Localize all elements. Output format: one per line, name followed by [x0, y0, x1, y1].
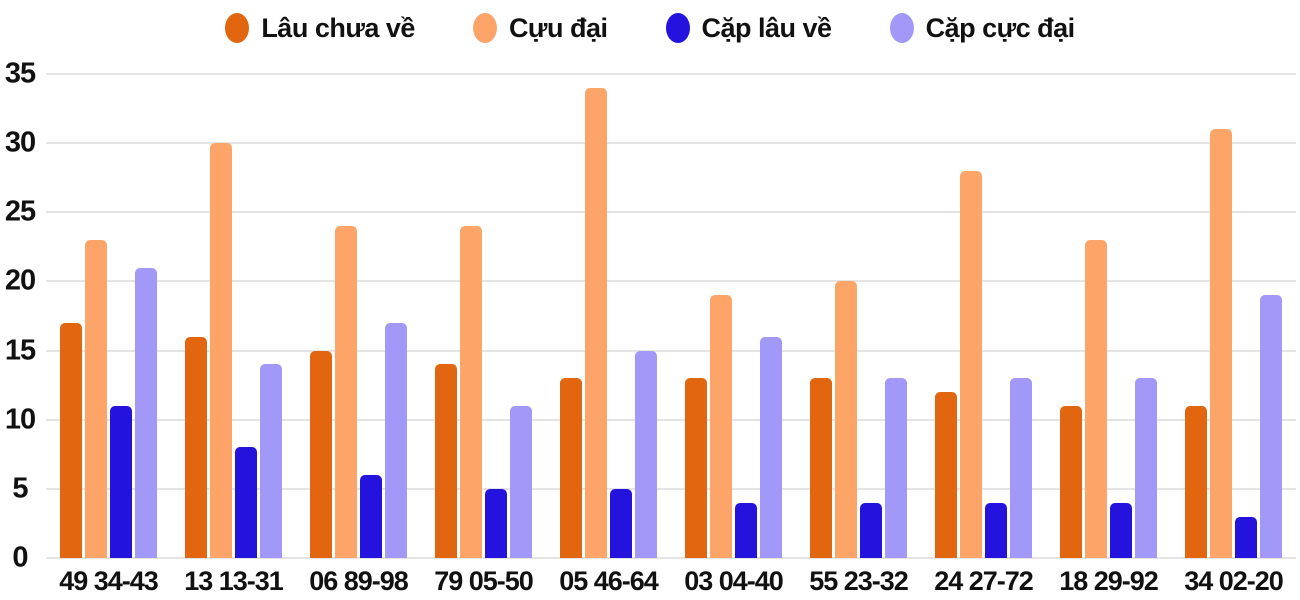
bar-cựu-đại-03-04-40	[710, 295, 732, 558]
gridline-y-20	[46, 280, 1296, 283]
x-axis-label: 24 27-72	[934, 566, 1034, 596]
y-tick-label-0: 0	[12, 541, 28, 574]
legend-label: Cặp lâu về	[701, 12, 833, 43]
gridline-y-0	[46, 557, 1296, 559]
bar-cựu-đại-18-29-92	[1085, 239, 1107, 558]
bar-group-49-34-43	[46, 74, 171, 558]
legend-circle-icon	[225, 13, 250, 43]
bar-group-13-13-31	[171, 74, 296, 558]
bar-cặp-lâu-về-49-34-43	[110, 405, 132, 558]
legend-circle-icon	[472, 13, 497, 43]
bar-lâu-chưa-về-34-02-20	[1185, 405, 1207, 558]
x-axis-label: 06 89-98	[309, 566, 409, 596]
bar-lâu-chưa-về-49-34-43	[60, 322, 82, 558]
bar-cặp-cực-đại-79-05-50	[510, 405, 532, 558]
legend-item-series-2[interactable]: Cặp lâu về	[665, 12, 833, 44]
bar-group-34-02-20	[1171, 74, 1296, 558]
x-axis-label: 49 34-43	[59, 566, 159, 596]
bar-lâu-chưa-về-18-29-92	[1060, 405, 1082, 558]
bar-cặp-cực-đại-13-13-31	[260, 364, 282, 558]
bar-group-06-89-98	[296, 74, 421, 558]
bar-cựu-đại-06-89-98	[335, 226, 357, 558]
legend-label: Cựu đại	[508, 12, 608, 43]
bar-cặp-cực-đại-05-46-64	[635, 350, 657, 558]
x-axis-label: 05 46-64	[559, 566, 659, 596]
y-tick-label-30: 30	[4, 126, 36, 159]
bar-cặp-lâu-về-79-05-50	[485, 488, 507, 558]
bar-cặp-lâu-về-05-46-64	[610, 488, 632, 558]
bar-group-24-27-72	[921, 74, 1046, 558]
y-tick-label-20: 20	[4, 264, 36, 297]
bar-cặp-cực-đại-49-34-43	[135, 267, 157, 558]
bar-cựu-đại-79-05-50	[460, 226, 482, 558]
gridline-y-30	[46, 142, 1296, 145]
plot-grid	[46, 73, 1296, 559]
bar-lâu-chưa-về-55-23-32	[810, 378, 832, 558]
x-axis-label: 34 02-20	[1184, 566, 1284, 596]
legend-label: Lâu chưa về	[261, 12, 415, 43]
bar-group-03-04-40	[671, 74, 796, 558]
bar-group-55-23-32	[796, 74, 921, 558]
bar-groups	[46, 74, 1296, 558]
bar-cặp-cực-đại-18-29-92	[1135, 378, 1157, 558]
bar-cặp-lâu-về-18-29-92	[1110, 502, 1132, 558]
bar-cặp-lâu-về-55-23-32	[860, 502, 882, 558]
y-tick-label-10: 10	[4, 403, 36, 436]
bar-cặp-cực-đại-34-02-20	[1260, 295, 1282, 558]
y-tick-label-15: 15	[4, 334, 36, 367]
bar-group-79-05-50	[421, 74, 546, 558]
bar-cặp-lâu-về-03-04-40	[735, 502, 757, 558]
x-axis-label: 18 29-92	[1059, 566, 1159, 596]
legend-item-series-1[interactable]: Cựu đại	[472, 12, 608, 44]
x-axis-label: 79 05-50	[434, 566, 534, 596]
legend-circle-icon	[665, 13, 690, 43]
bar-cựu-đại-24-27-72	[960, 170, 982, 558]
bar-cặp-cực-đại-03-04-40	[760, 336, 782, 558]
legend-item-series-0[interactable]: Lâu chưa về	[225, 13, 415, 44]
y-tick-label-35: 35	[4, 57, 36, 90]
bar-lâu-chưa-về-06-89-98	[310, 350, 332, 558]
legend-label: Cặp cực đại	[925, 12, 1076, 43]
bar-lâu-chưa-về-24-27-72	[935, 392, 957, 558]
legend-item-series-3[interactable]: Cặp cực đại	[889, 12, 1076, 44]
bar-cặp-lâu-về-13-13-31	[235, 447, 257, 558]
bar-cặp-cực-đại-55-23-32	[885, 378, 907, 558]
bar-cặp-lâu-về-24-27-72	[985, 502, 1007, 558]
bar-lâu-chưa-về-13-13-31	[185, 336, 207, 558]
x-axis-label: 03 04-40	[684, 566, 784, 596]
chart-legend: Lâu chưa về Cựu đại Cặp lâu về Cặp cực đại	[0, 6, 1300, 50]
bar-cựu-đại-34-02-20	[1210, 129, 1232, 558]
bar-cặp-cực-đại-06-89-98	[385, 322, 407, 558]
bar-group-05-46-64	[546, 74, 671, 558]
y-tick-label-25: 25	[4, 195, 36, 228]
chart-plot-area: 0 5 10 15 20 25 30 35 49 34-43 13 13-31 06 89-98 7…	[0, 58, 1296, 600]
x-axis: 49 34-43 13 13-31 06 89-98 79 05-50 05 46-64…	[46, 562, 1296, 600]
gridline-y-15	[46, 349, 1296, 352]
bar-lâu-chưa-về-05-46-64	[560, 378, 582, 558]
bar-cặp-lâu-về-06-89-98	[360, 475, 382, 558]
gridline-y-10	[46, 418, 1296, 421]
gridline-y-25	[46, 211, 1296, 214]
bar-lâu-chưa-về-79-05-50	[435, 364, 457, 558]
gridline-y-35	[46, 73, 1296, 75]
bar-group-18-29-92	[1046, 74, 1171, 558]
bar-cựu-đại-55-23-32	[835, 281, 857, 558]
bar-cựu-đại-13-13-31	[210, 143, 232, 558]
gridline-y-5	[46, 487, 1296, 490]
bar-cựu-đại-49-34-43	[85, 239, 107, 558]
x-axis-label: 13 13-31	[184, 566, 284, 596]
y-tick-label-5: 5	[12, 472, 28, 505]
bar-cặp-lâu-về-34-02-20	[1235, 516, 1257, 558]
legend-circle-icon	[889, 13, 914, 43]
bar-cựu-đại-05-46-64	[585, 87, 607, 558]
x-axis-label: 55 23-32	[809, 566, 909, 596]
bar-lâu-chưa-về-03-04-40	[685, 378, 707, 558]
y-axis: 0 5 10 15 20 25 30 35	[0, 58, 46, 600]
bar-cặp-cực-đại-24-27-72	[1010, 378, 1032, 558]
